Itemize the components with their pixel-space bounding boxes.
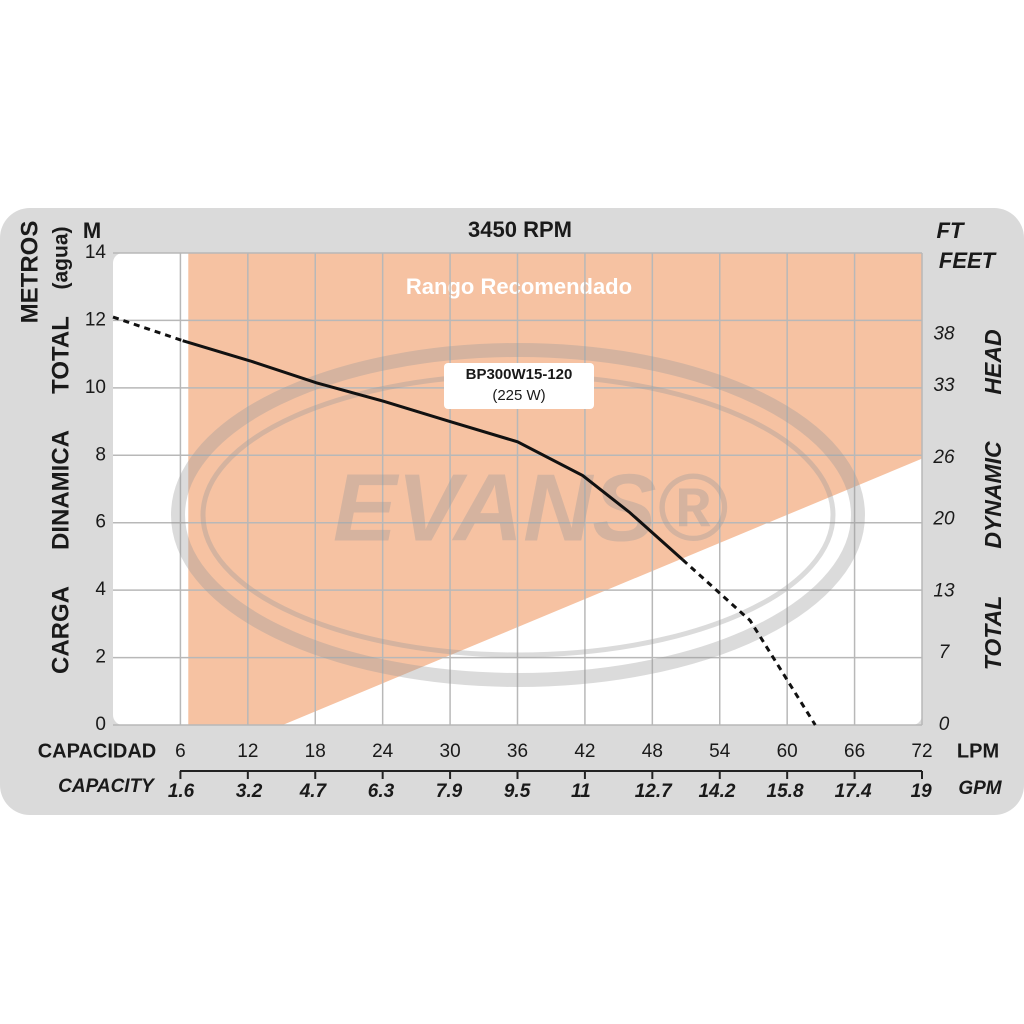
y2-tick-label: 7: [939, 642, 951, 663]
curve-label: BP300W15-120: [466, 366, 573, 383]
curve-label: (225 W): [492, 387, 545, 404]
x-tick-label: 30: [440, 741, 461, 762]
y-tick-label: 12: [85, 309, 106, 330]
y2-tick-label: 33: [933, 375, 955, 396]
x-tick-label: 72: [911, 741, 932, 762]
y-tick-label: 6: [95, 512, 106, 533]
y2-title: TOTAL: [980, 596, 1006, 671]
y2-title: DYNAMIC: [980, 441, 1006, 549]
watermark: EVANS®: [333, 454, 728, 561]
x-tick-label: 24: [372, 741, 394, 762]
y-title: TOTAL: [47, 316, 74, 394]
x2-unit: GPM: [958, 778, 1002, 799]
y2-title: HEAD: [980, 329, 1006, 394]
x-title: CAPACIDAD: [38, 740, 157, 762]
x2-tick-label: 11: [571, 781, 591, 802]
x-tick-label: 60: [777, 741, 798, 762]
y2-tick-label: 13: [933, 580, 955, 601]
x2-tick-label: 19: [911, 781, 933, 802]
y2-unit: FT: [937, 218, 965, 243]
x-tick-label: 54: [709, 741, 731, 762]
x2-tick-label: 14.2: [698, 781, 735, 802]
x-tick-label: 18: [305, 741, 326, 762]
y-tick-label: 2: [95, 647, 106, 668]
curve-label-box: [444, 363, 594, 409]
x-tick-label: 6: [175, 741, 186, 762]
x-tick-label: 48: [642, 741, 663, 762]
x2-tick-label: 1.6: [168, 781, 195, 802]
x2-tick-label: 9.5: [504, 781, 531, 802]
x2-tick-label: 6.3: [368, 781, 395, 802]
y-tick-label: 4: [95, 579, 106, 600]
y2-tick-label: 0: [939, 714, 950, 735]
range-label: Rango Recomendado: [406, 274, 632, 299]
y-tick-label: 8: [95, 444, 106, 465]
x2-tick-label: 17.4: [835, 781, 872, 802]
x-tick-label: 42: [574, 741, 595, 762]
y-label: METROS: [16, 221, 43, 324]
y-title: CARGA: [47, 586, 74, 674]
y-label: (agua): [50, 227, 73, 290]
y-tick-label: 10: [85, 377, 106, 398]
curve-layer: [112, 315, 817, 726]
y2-tick-label: 38: [933, 324, 955, 345]
y-title: DINAMICA: [47, 430, 74, 550]
x2-tick-label: 4.7: [299, 781, 328, 802]
logo-ring: [171, 343, 865, 687]
x2-tick-label: 7.9: [436, 781, 463, 802]
y-unit: M: [83, 218, 101, 243]
chart-title: 3450 RPM: [468, 217, 572, 242]
recommended-range: [188, 253, 922, 725]
x-tick-label: 36: [507, 741, 528, 762]
grid-layer: [113, 252, 923, 726]
y2-tick-label: 26: [932, 447, 955, 468]
range-layer: Rango Recomendado: [188, 253, 922, 725]
y-tick-label: 14: [85, 242, 107, 263]
x2-tick-label: 3.2: [236, 781, 263, 802]
pump-curve: [182, 339, 684, 561]
x2-title: CAPACITY: [58, 776, 156, 797]
y-tick-label: 0: [95, 714, 106, 735]
watermark-logo: EVANS®: [171, 343, 865, 687]
pump-curve: [112, 315, 184, 343]
x2-tick-label: 12.7: [635, 781, 673, 802]
x-unit: LPM: [957, 740, 999, 762]
x-tick-label: 66: [844, 741, 865, 762]
x2-tick-label: 15.8: [767, 781, 804, 802]
pump-curve: [681, 558, 817, 726]
x-tick-label: 12: [237, 741, 258, 762]
y2-unit: FEET: [939, 248, 997, 273]
y2-tick-label: 20: [932, 508, 955, 529]
